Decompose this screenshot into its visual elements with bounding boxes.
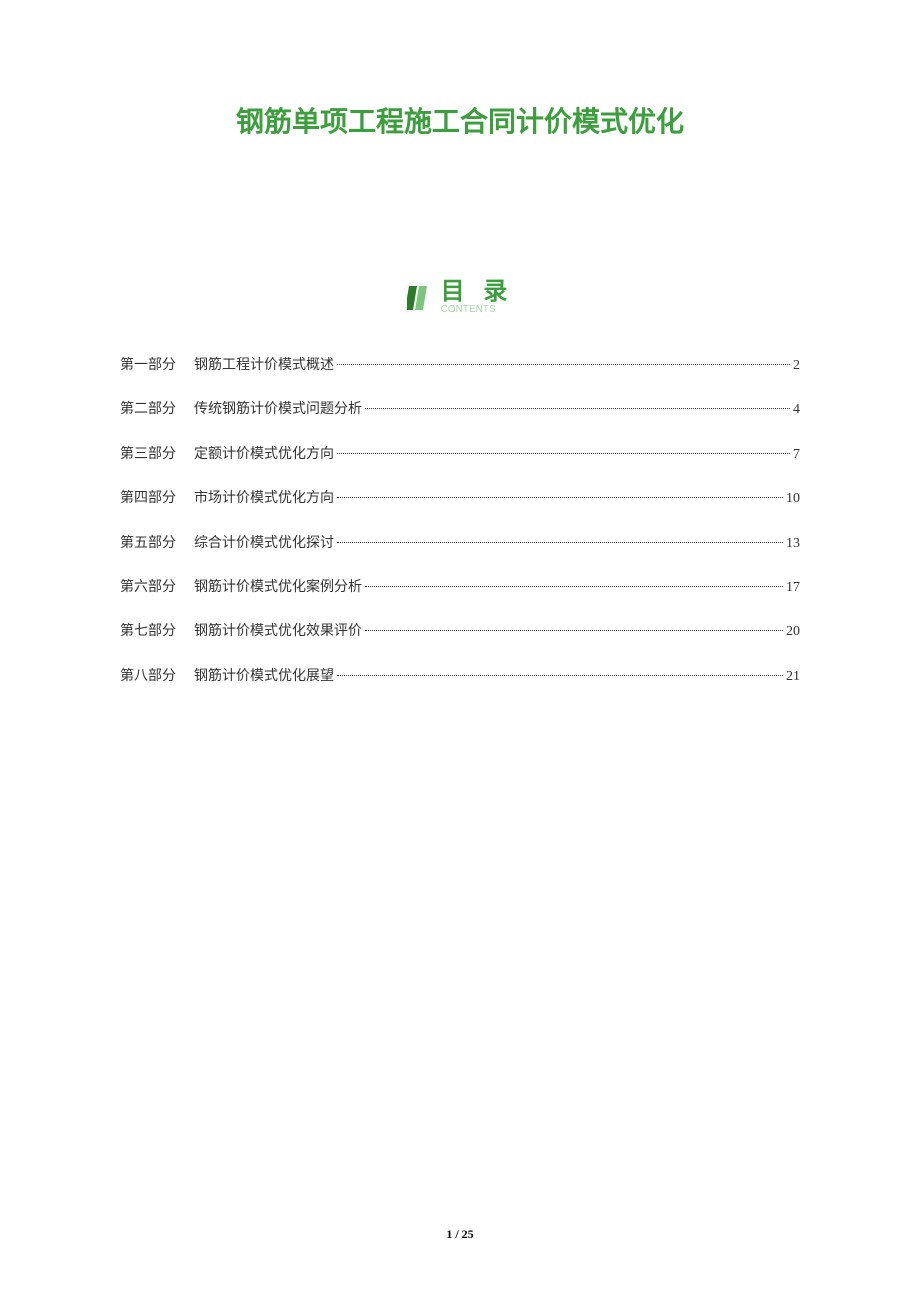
- toc-dots: [337, 542, 783, 543]
- toc-item-label: 综合计价模式优化探讨: [194, 533, 334, 555]
- document-title: 钢筋单项工程施工合同计价模式优化: [120, 100, 800, 140]
- toc-item[interactable]: 第五部分 综合计价模式优化探讨 13: [120, 533, 800, 555]
- toc-list: 第一部分 钢筋工程计价模式概述 2 第二部分 传统钢筋计价模式问题分析 4 第三…: [120, 355, 800, 688]
- toc-item-label: 钢筋计价模式优化效果评价: [194, 621, 362, 643]
- toc-subtitle: CONTENTS: [441, 304, 496, 315]
- toc-part-label: 第六部分: [120, 577, 176, 599]
- total-pages: 25: [462, 1227, 474, 1241]
- toc-dots: [337, 364, 790, 365]
- toc-title-group: 目 录 CONTENTS: [441, 280, 514, 315]
- toc-item-label: 钢筋计价模式优化案例分析: [194, 577, 362, 599]
- toc-item-label: 市场计价模式优化方向: [194, 488, 334, 510]
- toc-icon: [407, 284, 431, 312]
- toc-page-number: 7: [793, 444, 800, 466]
- toc-item[interactable]: 第一部分 钢筋工程计价模式概述 2: [120, 355, 800, 377]
- toc-header: 目 录 CONTENTS: [120, 280, 800, 315]
- toc-dots: [337, 675, 783, 676]
- toc-part-label: 第二部分: [120, 399, 176, 421]
- toc-item-label: 钢筋计价模式优化展望: [194, 666, 334, 688]
- toc-item[interactable]: 第四部分 市场计价模式优化方向 10: [120, 488, 800, 510]
- toc-item[interactable]: 第七部分 钢筋计价模式优化效果评价 20: [120, 621, 800, 643]
- page-footer: 1 / 25: [0, 1227, 920, 1242]
- toc-page-number: 13: [786, 533, 800, 555]
- toc-page-number: 4: [793, 399, 800, 421]
- toc-item-label: 定额计价模式优化方向: [194, 444, 334, 466]
- toc-part-label: 第四部分: [120, 488, 176, 510]
- toc-page-number: 10: [786, 488, 800, 510]
- toc-page-number: 2: [793, 355, 800, 377]
- toc-part-label: 第七部分: [120, 621, 176, 643]
- page-separator: /: [452, 1227, 461, 1241]
- toc-dots: [365, 586, 783, 587]
- toc-page-number: 20: [786, 621, 800, 643]
- toc-dots: [365, 408, 790, 409]
- toc-dots: [365, 630, 783, 631]
- toc-page-number: 17: [786, 577, 800, 599]
- toc-part-label: 第一部分: [120, 355, 176, 377]
- toc-dots: [337, 453, 790, 454]
- toc-part-label: 第五部分: [120, 533, 176, 555]
- toc-item-label: 传统钢筋计价模式问题分析: [194, 399, 362, 421]
- toc-part-label: 第八部分: [120, 666, 176, 688]
- toc-item[interactable]: 第八部分 钢筋计价模式优化展望 21: [120, 666, 800, 688]
- toc-dots: [337, 497, 783, 498]
- toc-page-number: 21: [786, 666, 800, 688]
- toc-part-label: 第三部分: [120, 444, 176, 466]
- toc-item[interactable]: 第六部分 钢筋计价模式优化案例分析 17: [120, 577, 800, 599]
- toc-item[interactable]: 第二部分 传统钢筋计价模式问题分析 4: [120, 399, 800, 421]
- toc-item-label: 钢筋工程计价模式概述: [194, 355, 334, 377]
- toc-title: 目 录: [441, 280, 514, 304]
- toc-item[interactable]: 第三部分 定额计价模式优化方向 7: [120, 444, 800, 466]
